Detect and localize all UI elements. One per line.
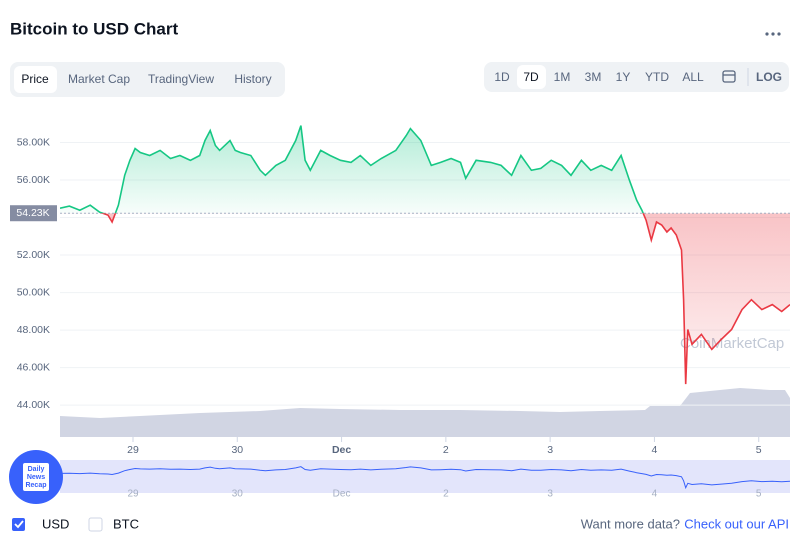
x-tick-label: 4: [652, 444, 658, 456]
badge-text: Recap: [25, 482, 46, 489]
tab[interactable]: TradingView: [148, 72, 214, 86]
y-tick-label: 44.00K: [17, 399, 50, 411]
tab[interactable]: Price: [21, 72, 49, 86]
tab-bar: [10, 62, 285, 97]
range-selected: [517, 65, 546, 89]
navigator-tick-label: 5: [756, 489, 762, 500]
range-button[interactable]: 7D: [523, 70, 539, 84]
api-link[interactable]: Check out our API: [684, 516, 789, 531]
price-line-up: [60, 125, 645, 214]
navigator-line: [59, 466, 791, 490]
reference-label-box: [10, 205, 57, 222]
checkbox[interactable]: [88, 517, 103, 532]
navigator-tick-label: 3: [547, 489, 553, 500]
navigator-tick-label: Dec: [333, 489, 351, 500]
navigator-tick-label: 4: [652, 489, 658, 500]
x-tick-label: 5: [756, 444, 762, 456]
y-tick-label: 56.00K: [17, 174, 50, 186]
price-area-up: [60, 125, 790, 214]
news-badge[interactable]: [9, 450, 63, 504]
x-tick-label: 3: [547, 444, 553, 456]
badge-text: News: [27, 474, 45, 481]
tab-selected: [14, 66, 57, 93]
footer-prompt: Want more data?: [581, 516, 680, 531]
price-area-down: [102, 213, 790, 385]
currency-option[interactable]: BTC: [113, 516, 139, 531]
volume-area: [60, 388, 790, 437]
y-tick-label: 58.00K: [17, 136, 50, 148]
y-tick-label: 52.00K: [17, 249, 50, 261]
calendar-icon[interactable]: [722, 70, 736, 83]
x-tick-label: 30: [231, 444, 243, 456]
x-tick-label: 2: [443, 444, 449, 456]
range-button[interactable]: 1D: [494, 70, 510, 84]
navigator[interactable]: [60, 460, 790, 493]
page-title: Bitcoin to USD Chart: [10, 19, 178, 38]
y-tick-label: 48.00K: [17, 324, 50, 336]
range-button[interactable]: 3M: [585, 70, 602, 84]
price-line-down: [100, 213, 790, 385]
range-button[interactable]: YTD: [645, 70, 669, 84]
y-tick-label: 50.00K: [17, 286, 50, 298]
range-button[interactable]: 1M: [554, 70, 571, 84]
y-tick-label: 46.00K: [17, 361, 50, 373]
navigator-tick-label: 30: [232, 489, 244, 500]
range-button[interactable]: ALL: [682, 70, 704, 84]
log-button[interactable]: LOG: [756, 70, 782, 84]
currency-option[interactable]: USD: [42, 516, 69, 531]
range-bar: [484, 62, 789, 92]
tab[interactable]: Market Cap: [68, 72, 130, 86]
check-mark: [14, 520, 24, 529]
checkbox-checked[interactable]: [12, 518, 25, 531]
navigator-tick-label: 2: [443, 489, 449, 500]
x-tick-label: 29: [127, 444, 139, 456]
tab[interactable]: History: [234, 72, 271, 86]
navigator-tick-label: 29: [127, 489, 139, 500]
more-menu[interactable]: [765, 32, 781, 36]
range-button[interactable]: 1Y: [616, 70, 631, 84]
x-tick-label: Dec: [332, 444, 351, 456]
badge-text: Daily: [28, 466, 45, 473]
reference-label: 54.23K: [16, 207, 49, 219]
